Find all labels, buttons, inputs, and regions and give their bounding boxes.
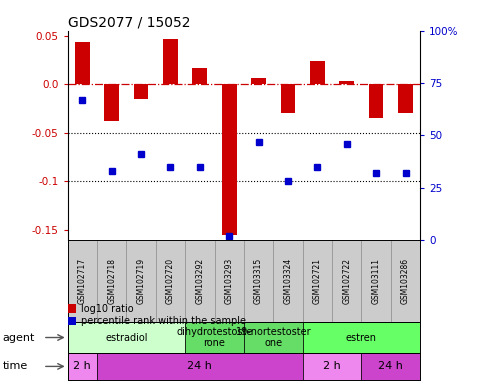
Bar xyxy=(303,353,361,380)
Bar xyxy=(398,84,413,113)
Bar xyxy=(340,81,354,84)
Text: time: time xyxy=(2,361,28,371)
Text: GSM102722: GSM102722 xyxy=(342,258,351,304)
Bar xyxy=(193,68,207,84)
Text: GSM103286: GSM103286 xyxy=(401,258,410,304)
Text: GSM102720: GSM102720 xyxy=(166,258,175,304)
Bar xyxy=(104,84,119,121)
Text: GSM102717: GSM102717 xyxy=(78,258,87,304)
Text: 2 h: 2 h xyxy=(73,361,91,371)
Bar xyxy=(185,323,244,353)
Bar xyxy=(68,323,185,353)
Text: estren: estren xyxy=(346,333,377,343)
Text: GSM103293: GSM103293 xyxy=(225,258,234,304)
Bar xyxy=(361,353,420,380)
Text: GSM103111: GSM103111 xyxy=(371,258,381,304)
Text: GSM103292: GSM103292 xyxy=(195,258,204,304)
Text: GSM102718: GSM102718 xyxy=(107,258,116,304)
Text: dihydrotestoste
rone: dihydrotestoste rone xyxy=(176,327,253,348)
Text: GSM103315: GSM103315 xyxy=(254,258,263,304)
Text: GSM102721: GSM102721 xyxy=(313,258,322,304)
Bar xyxy=(244,323,303,353)
Text: percentile rank within the sample: percentile rank within the sample xyxy=(81,316,246,326)
Bar xyxy=(68,353,97,380)
Bar xyxy=(97,353,303,380)
Text: 2 h: 2 h xyxy=(323,361,341,371)
Bar xyxy=(310,61,325,84)
Text: agent: agent xyxy=(2,333,35,343)
Bar xyxy=(251,78,266,84)
Bar xyxy=(134,84,148,99)
Bar xyxy=(163,40,178,84)
Bar xyxy=(75,42,90,84)
Text: 19-nortestoster
one: 19-nortestoster one xyxy=(236,327,311,348)
Text: 24 h: 24 h xyxy=(187,361,213,371)
Bar xyxy=(303,323,420,353)
Text: GDS2077 / 15052: GDS2077 / 15052 xyxy=(68,16,190,30)
Bar xyxy=(281,84,295,113)
Text: log10 ratio: log10 ratio xyxy=(81,304,134,314)
Bar xyxy=(369,84,384,118)
Text: estradiol: estradiol xyxy=(105,333,148,343)
Bar xyxy=(222,84,237,235)
Text: 24 h: 24 h xyxy=(378,361,403,371)
Text: GSM103324: GSM103324 xyxy=(284,258,293,304)
Text: GSM102719: GSM102719 xyxy=(137,258,145,304)
